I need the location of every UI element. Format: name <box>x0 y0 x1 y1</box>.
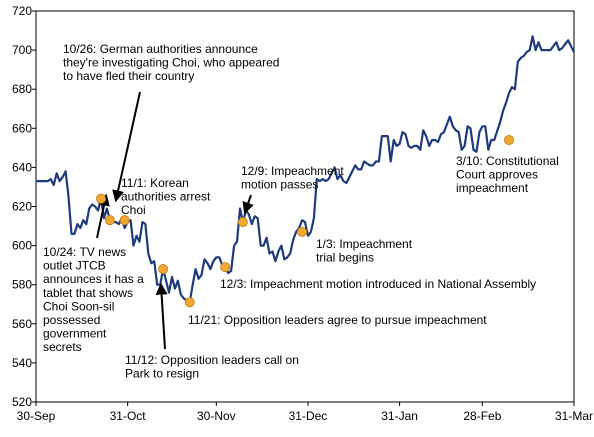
annotation-1024: 10/24: TV news outlet JTCB announces it ha… <box>43 245 144 354</box>
event-marker <box>119 215 130 226</box>
annotation-line: 10/26: German authorities announce <box>63 42 258 56</box>
annotation-1101: 11/1: Korean authorities arrest Choi <box>121 176 211 217</box>
annotation-line: 3/10: Constitutional <box>456 154 559 168</box>
annotation-line: Park to resign <box>125 367 199 381</box>
event-marker <box>158 264 169 275</box>
event-marker <box>220 262 231 273</box>
event-marker <box>503 135 514 146</box>
annotation-line: motion passes <box>241 178 318 192</box>
annotations-layer: 10/24: TV news outlet JTCB announces it ha… <box>43 42 559 381</box>
annotation-line: 1/3: Impeachment <box>316 237 413 251</box>
x-tick-label: 31-Mar <box>555 409 593 423</box>
annotation-1121: 11/21: Opposition leaders agree to pursu… <box>188 313 487 327</box>
event-marker <box>184 297 195 308</box>
annotation-line: to have fled their country <box>63 69 194 83</box>
y-tick-label: 620 <box>12 200 32 214</box>
y-tick-label: 520 <box>12 395 32 409</box>
annotation-line: Court approves <box>456 168 538 182</box>
annotation-line: tablet that shows <box>43 286 133 300</box>
annotation-line: 10/24: TV news <box>43 245 126 259</box>
annotation-line: government <box>43 327 107 341</box>
event-markers <box>96 135 514 308</box>
y-tick-label: 720 <box>12 4 32 18</box>
annotation-1112: 11/12: Opposition leaders call on Park to… <box>125 353 299 381</box>
annotation-line: Choi Soon-sil <box>43 299 114 313</box>
chart-axes: 520 540 560 580 600 620 640 660 680 700 720 30-Sep 3… <box>12 4 593 423</box>
event-marker <box>104 215 115 226</box>
annotation-0103: 1/3: Impeachment trial begins <box>316 237 413 265</box>
arrow-1112 <box>155 282 168 350</box>
annotation-1203: 12/3: Impeachment motion introduced in N… <box>220 277 536 291</box>
annotation-line: authorities arrest <box>121 190 211 204</box>
arrow-1209 <box>242 194 254 215</box>
annotation-line: secrets <box>43 340 82 354</box>
annotation-line: 11/12: Opposition leaders call on <box>125 353 299 367</box>
x-tick-label: 31-Oct <box>110 409 147 423</box>
y-tick-label: 600 <box>12 239 32 253</box>
series-layer <box>36 35 575 304</box>
event-marker <box>237 217 248 228</box>
annotation-arrows <box>96 91 254 350</box>
y-tick-label: 640 <box>12 160 32 174</box>
event-marker <box>96 193 107 204</box>
annotation-0310: 3/10: Constitutional Court approves impeac… <box>456 154 559 195</box>
annotation-line: outlet JTCB <box>43 259 106 273</box>
x-tick-label: 28-Feb <box>463 409 501 423</box>
annotation-line: 11/21: Opposition leaders agree to pursu… <box>188 313 487 327</box>
y-tick-label: 680 <box>12 82 32 96</box>
annotation-1209: 12/9: Impeachment motion passes <box>241 164 344 192</box>
x-tick-label: 30-Sep <box>17 409 56 423</box>
annotation-line: Choi <box>121 203 146 217</box>
event-marker <box>297 226 308 237</box>
arrow-1026 <box>112 91 141 203</box>
series-line <box>36 35 575 304</box>
annotation-1026: 10/26: German authorities announce they'r… <box>63 42 279 83</box>
y-tick-label: 660 <box>12 121 32 135</box>
annotation-line: 12/3: Impeachment motion introduced in N… <box>220 277 536 291</box>
annotation-line: possessed <box>43 313 100 327</box>
annotation-line: they're investigating Choi, who appeared <box>63 56 279 70</box>
y-tick-label: 540 <box>12 356 32 370</box>
annotation-line: 11/1: Korean <box>121 176 189 190</box>
annotation-line: trial begins <box>316 251 374 265</box>
y-tick-label: 580 <box>12 278 32 292</box>
annotation-line: 12/9: Impeachment <box>241 164 344 178</box>
arrow-1024 <box>96 193 110 239</box>
y-tick-label: 700 <box>12 43 32 57</box>
x-tick-label: 31-Jan <box>381 409 418 423</box>
x-tick-label: 30-Nov <box>197 409 236 423</box>
y-tick-label: 560 <box>12 317 32 331</box>
annotation-line: announces it has a <box>43 272 144 286</box>
annotation-line: impeachment <box>456 181 529 195</box>
x-tick-label: 31-Dec <box>289 409 328 423</box>
